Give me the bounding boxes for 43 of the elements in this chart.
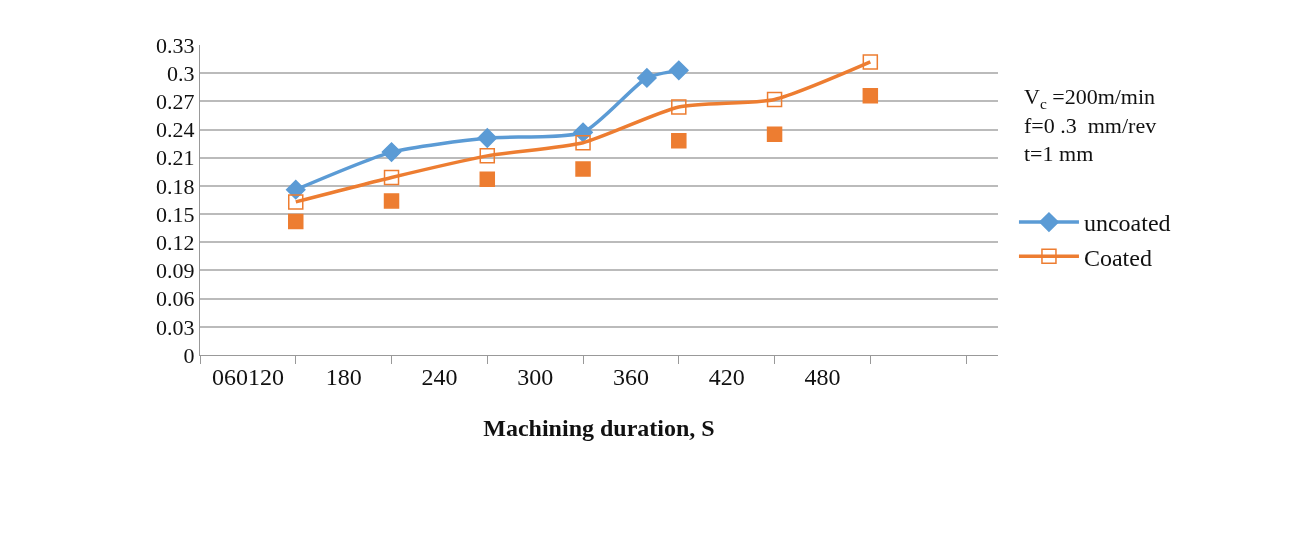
point: [575, 161, 591, 177]
point: [477, 128, 498, 148]
y-tick-label: 0.12: [156, 229, 195, 255]
text: V$_{c}$ =200m/min f=0 .3 mm/rev t=1 mm: [1024, 84, 1157, 167]
point: [288, 194, 304, 210]
y-tick-label: 0.24: [156, 117, 195, 143]
y-tick-label: 0.21: [156, 145, 195, 171]
point: [479, 148, 496, 164]
point: [671, 133, 687, 149]
point: [383, 169, 400, 186]
point: [766, 126, 783, 142]
point: [573, 122, 593, 143]
point: [285, 179, 306, 200]
point: [862, 54, 879, 70]
point: [575, 134, 591, 151]
y-tick-label: 0: [183, 342, 195, 368]
legend-label: Coated: [1083, 244, 1152, 271]
point: [288, 213, 304, 230]
y-tick-label: 0.3: [167, 60, 195, 86]
y-tick-label: 0.03: [156, 314, 195, 340]
x-tick-label: 180: [325, 363, 362, 390]
point: [383, 193, 400, 209]
legend-label: uncoated: [1083, 210, 1171, 237]
x-tick-label: 480: [804, 363, 841, 390]
x-axis-title: Machining duration, S: [483, 415, 715, 442]
y-tick-label: 0.15: [156, 201, 195, 227]
x-tick-label: 420: [708, 363, 745, 390]
point: [671, 99, 687, 115]
point: [381, 142, 402, 162]
point: [862, 87, 879, 104]
point: [637, 68, 657, 88]
point: [479, 171, 496, 188]
x-tick-label: 060120: [211, 363, 284, 390]
point: [766, 91, 783, 108]
y-tick-label: 0.09: [156, 258, 195, 284]
y-tick-label: 0.18: [156, 173, 195, 199]
y-tick-label: 0.27: [156, 89, 195, 115]
y-tick-label: 0.06: [156, 286, 195, 312]
x-tick-label: 300: [517, 363, 554, 390]
x-tick-label: 240: [421, 363, 458, 390]
point: [668, 60, 689, 81]
x-tick-label: 360: [612, 363, 649, 390]
y-tick-label: 0.33: [156, 32, 195, 58]
